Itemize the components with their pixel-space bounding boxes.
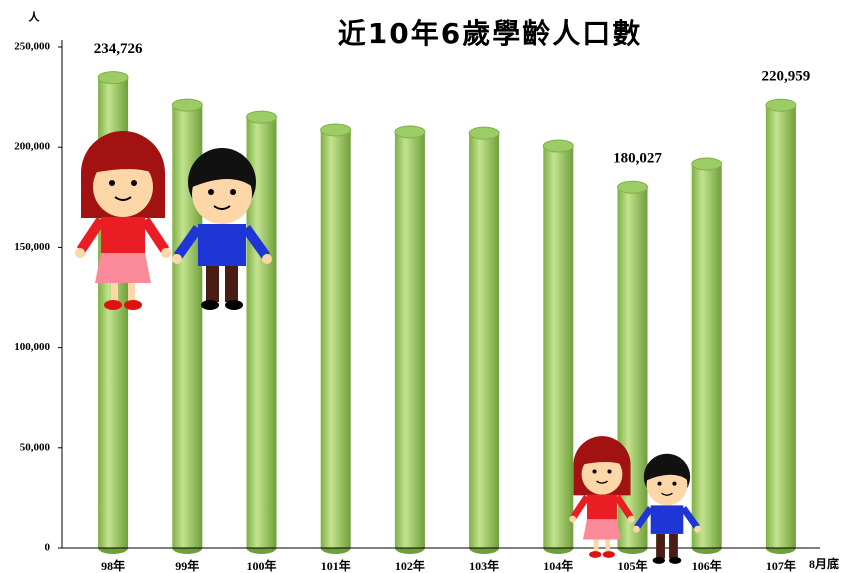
value-label: 234,726 — [94, 41, 143, 57]
bar-cap — [172, 99, 202, 111]
bar-cap — [618, 181, 648, 193]
bar-cap — [543, 140, 573, 152]
value-label: 220,959 — [762, 69, 811, 85]
y-tick-label: 200,000 — [14, 141, 50, 153]
x-tick-label: 107年 — [766, 558, 796, 573]
page: {"chart_data": {"type": "bar", "title": … — [0, 0, 845, 573]
chart-title: 近10年6歲學齡人口數 — [338, 17, 642, 50]
chart: 近10年6歲學齡人口數 人 8月底 0 50,000 100,000 150,000 2… — [0, 0, 845, 573]
x-tick-label: 99年 — [175, 558, 199, 573]
bar — [543, 146, 573, 548]
value-label: 180,027 — [613, 151, 662, 167]
x-tick-label: 105年 — [617, 558, 647, 573]
bar-cap — [321, 124, 351, 136]
bar-cap — [692, 158, 722, 170]
y-tick-label: 0 — [45, 542, 51, 554]
bar-cap — [469, 127, 499, 139]
x-tick-label: 103年 — [469, 558, 499, 573]
bar-cap — [247, 111, 277, 123]
x-tick-label: 100年 — [246, 558, 276, 573]
y-axis-label: 人 — [29, 10, 41, 24]
x-tick-label: 106年 — [692, 558, 722, 573]
x-tick-label: 102年 — [395, 558, 425, 573]
x-tick-label: 104年 — [543, 558, 573, 573]
bar — [469, 133, 499, 548]
bar-cap — [98, 72, 128, 84]
y-tick-label: 250,000 — [14, 41, 50, 53]
bar — [692, 164, 722, 548]
bars — [98, 72, 796, 554]
y-tick-label: 50,000 — [20, 441, 51, 453]
x-tick-label: 101年 — [321, 558, 351, 573]
x-tick-label: 98年 — [101, 558, 125, 573]
bar-cap — [395, 126, 425, 138]
bar — [395, 132, 425, 548]
bar — [766, 105, 796, 548]
bar — [321, 130, 351, 548]
y-tick-label: 150,000 — [14, 241, 50, 253]
x-axis-note: 8月底 — [809, 556, 839, 571]
y-tick-label: 100,000 — [14, 341, 50, 353]
bar-cap — [766, 99, 796, 111]
